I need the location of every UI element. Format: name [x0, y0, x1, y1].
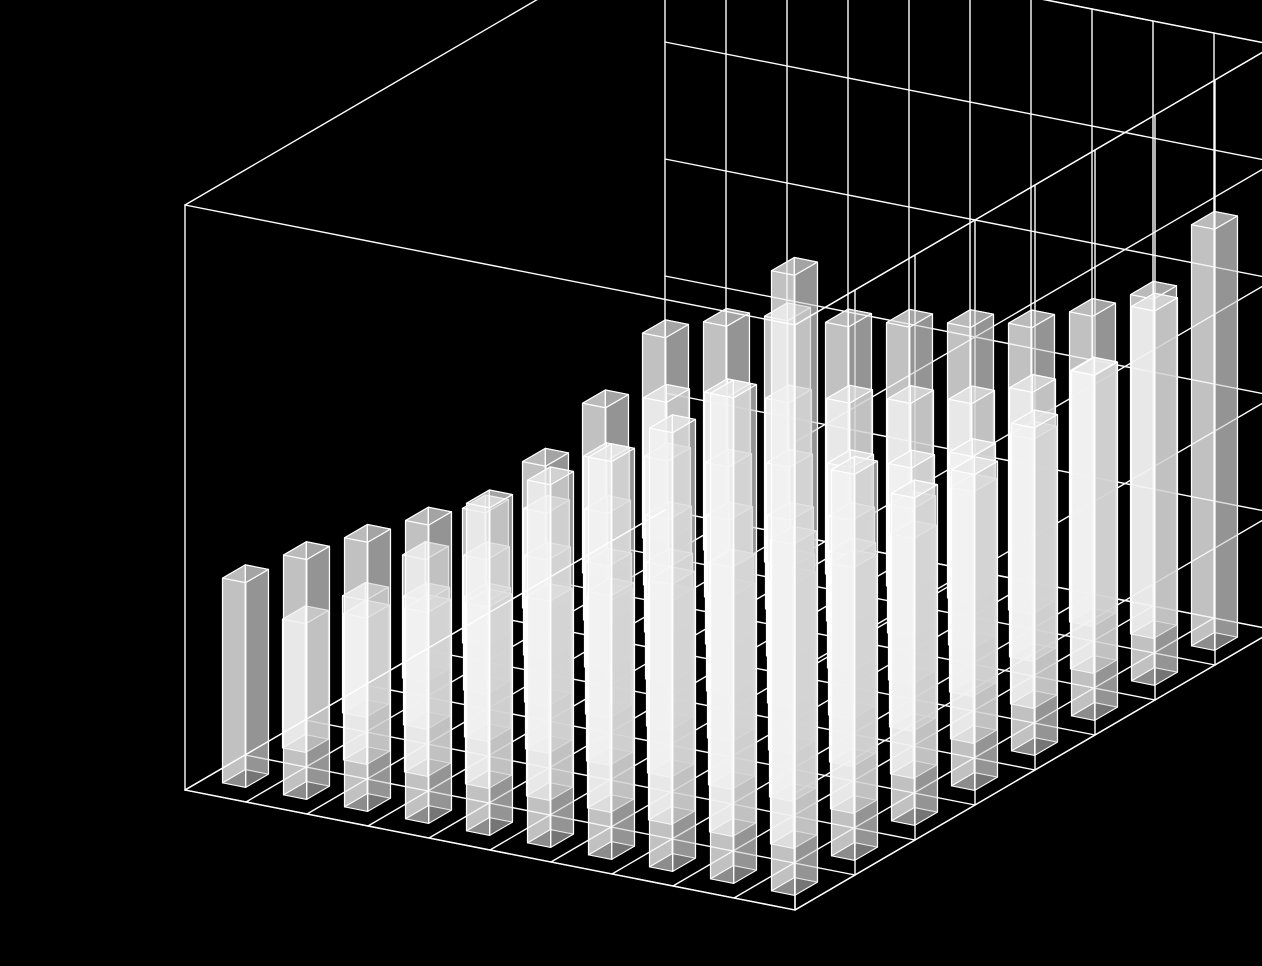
bar: [832, 456, 878, 860]
bar: [650, 415, 696, 872]
bar: [1072, 357, 1118, 720]
bar: [284, 542, 330, 800]
bar: [892, 480, 938, 825]
bar: [345, 524, 391, 811]
bars-layer: [223, 211, 1238, 895]
bar: [528, 467, 574, 848]
bar: [589, 444, 635, 860]
bar3d-chart: [0, 0, 1262, 966]
bar: [406, 507, 452, 823]
bar: [1192, 211, 1238, 650]
bar: [952, 457, 998, 791]
bar: [1132, 293, 1178, 685]
bar: [1012, 410, 1058, 755]
bar: [711, 380, 757, 883]
bar: [467, 490, 513, 835]
